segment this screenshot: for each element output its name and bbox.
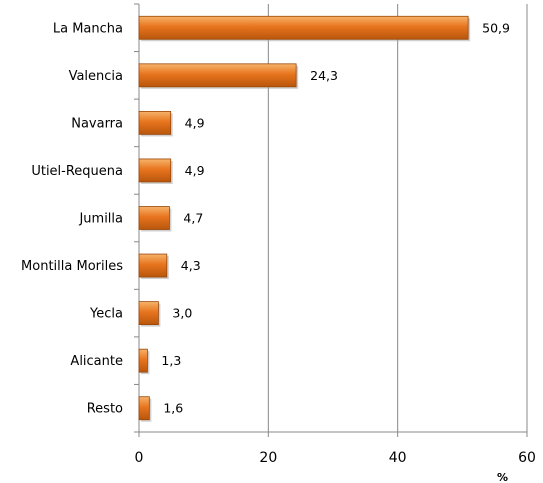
- bar-montilla-moriles: [138, 253, 168, 278]
- value-label: 24,3: [310, 68, 338, 83]
- value-label: 4,3: [181, 258, 201, 273]
- bars: [138, 15, 471, 422]
- category-label: Alicante: [70, 354, 123, 369]
- value-label: 1,6: [163, 401, 183, 416]
- gridlines: [267, 4, 528, 432]
- value-label: 4,9: [185, 115, 205, 130]
- bar-utiel-requena: [138, 158, 172, 183]
- category-label: Resto: [87, 402, 123, 417]
- bar-yecla: [138, 301, 159, 326]
- bar-resto: [138, 396, 150, 421]
- value-label: 50,9: [482, 20, 510, 35]
- value-label: 1,3: [161, 353, 181, 368]
- x-tick-label-60: 60: [518, 450, 536, 466]
- x-tick-label-40: 40: [389, 450, 407, 466]
- bar-navarra: [138, 110, 172, 135]
- value-labels: 50,9 24,3 4,9 4,9 4,7 4,3 3,0 1,3 1,6: [161, 20, 510, 415]
- x-tick-label-20: 20: [259, 450, 277, 466]
- category-label: Montilla Moriles: [21, 259, 123, 274]
- bar-alicante: [138, 348, 148, 373]
- category-label: Utiel-Requena: [31, 164, 123, 179]
- category-label: Navarra: [71, 116, 123, 131]
- category-labels: La Mancha Valencia Navarra Utiel-Requena Jum…: [21, 21, 123, 416]
- x-tick-labels: 0 20 40 60: [135, 450, 536, 466]
- x-axis-unit-label: %: [497, 471, 508, 483]
- value-label: 3,0: [172, 306, 192, 321]
- bar-la-mancha: [138, 15, 469, 40]
- bar-jumilla: [138, 206, 170, 230]
- value-label: 4,7: [183, 211, 203, 226]
- bar-valencia: [138, 63, 297, 88]
- category-label: La Mancha: [53, 21, 123, 36]
- x-tick-label-0: 0: [135, 450, 144, 466]
- category-label: Valencia: [69, 69, 123, 84]
- category-label: Yecla: [89, 307, 123, 322]
- category-label: Jumilla: [78, 212, 123, 227]
- value-label: 4,9: [185, 163, 205, 178]
